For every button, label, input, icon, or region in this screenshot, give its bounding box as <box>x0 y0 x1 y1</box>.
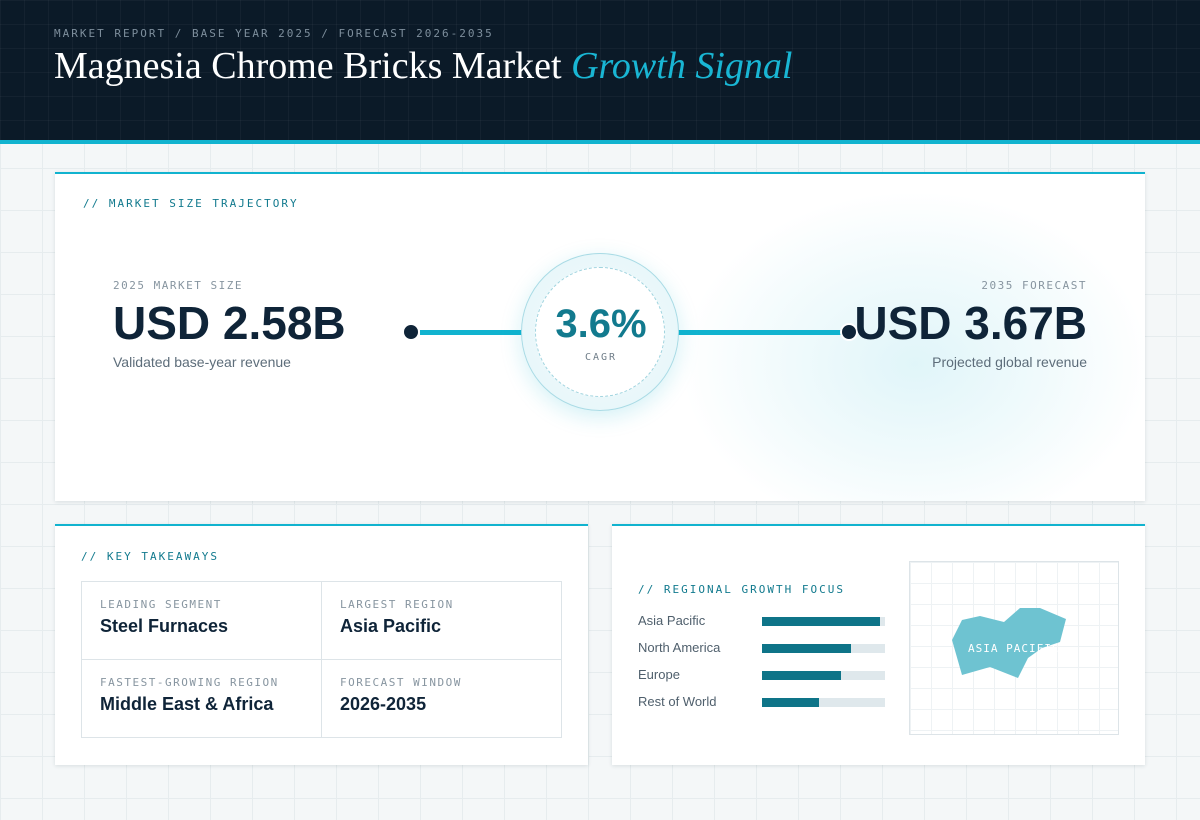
end-dot <box>840 323 858 341</box>
region-bar-track <box>762 617 885 626</box>
takeaway-leading-segment: LEADING SEGMENT Steel Furnaces <box>82 582 322 660</box>
region-bar-track <box>762 644 885 653</box>
end-value: USD 3.67B <box>854 297 1087 349</box>
map-region-label: ASIA PACIFIC <box>968 642 1060 655</box>
start-dot <box>402 323 420 341</box>
regional-label: // REGIONAL GROWTH FOCUS <box>638 583 845 596</box>
start-caption: 2025 MARKET SIZE <box>113 279 243 292</box>
market-size-card: // MARKET SIZE TRAJECTORY 2025 MARKET SI… <box>55 172 1145 501</box>
region-name: North America <box>638 640 721 655</box>
region-map: ASIA PACIFIC <box>909 561 1119 735</box>
report-eyebrow: MARKET REPORT / BASE YEAR 2025 / FORECAS… <box>54 27 494 40</box>
region-name: Rest of World <box>638 694 717 709</box>
end-caption: 2035 FORECAST <box>981 279 1087 292</box>
region-bar-fill <box>762 617 881 626</box>
region-bar-row: Rest of World <box>638 694 888 710</box>
region-bar-fill <box>762 698 819 707</box>
region-bar-row: North America <box>638 640 888 656</box>
title-main: Magnesia Chrome Bricks Market <box>54 45 562 87</box>
start-subtitle: Validated base-year revenue <box>113 354 291 370</box>
report-header: MARKET REPORT / BASE YEAR 2025 / FORECAS… <box>0 0 1200 144</box>
asia-pacific-region-shape <box>952 608 1066 678</box>
start-value: USD 2.58B <box>113 297 346 349</box>
page-title: Magnesia Chrome Bricks Market Growth Sig… <box>54 44 792 88</box>
cagr-caption: CAGR <box>584 352 618 363</box>
takeaway-caption: LEADING SEGMENT <box>100 598 222 611</box>
takeaway-largest-region: LARGEST REGION Asia Pacific <box>322 582 562 660</box>
takeaway-caption: FORECAST WINDOW <box>340 676 462 689</box>
takeaway-fastest-growing-region: FASTEST-GROWING REGION Middle East & Afr… <box>82 660 322 738</box>
region-name: Asia Pacific <box>638 613 706 628</box>
takeaway-value: Steel Furnaces <box>100 616 229 636</box>
title-accent: Growth Signal <box>571 45 793 87</box>
region-bar-row: Asia Pacific <box>638 613 888 629</box>
cagr-value: 3.6% <box>555 302 647 346</box>
takeaways-grid: LEADING SEGMENT Steel Furnaces LARGEST R… <box>81 581 562 738</box>
cagr-inner-ring: 3.6% CAGR <box>535 267 665 397</box>
region-bar-track <box>762 671 885 680</box>
takeaway-caption: LARGEST REGION <box>340 598 454 611</box>
takeaway-value: Middle East & Africa <box>100 694 274 714</box>
region-bar-fill <box>762 671 841 680</box>
region-bar-fill <box>762 644 851 653</box>
region-name: Europe <box>638 667 680 682</box>
cagr-badge: 3.6% CAGR <box>521 253 679 411</box>
background-glow <box>685 194 1145 501</box>
takeaway-caption: FASTEST-GROWING REGION <box>100 676 279 689</box>
regional-growth-card: // REGIONAL GROWTH FOCUS Asia Pacific No… <box>612 524 1145 765</box>
takeaway-value: Asia Pacific <box>340 616 442 636</box>
end-subtitle: Projected global revenue <box>932 354 1087 370</box>
takeaways-label: // KEY TAKEAWAYS <box>81 550 219 563</box>
key-takeaways-card: // KEY TAKEAWAYS LEADING SEGMENT Steel F… <box>55 524 588 765</box>
takeaway-forecast-window: FORECAST WINDOW 2026-2035 <box>322 660 562 738</box>
region-bar-row: Europe <box>638 667 888 683</box>
trajectory-label: // MARKET SIZE TRAJECTORY <box>83 197 299 210</box>
trajectory-line-left <box>420 330 523 335</box>
asia-pacific-map-shape <box>952 608 1066 678</box>
grid-divider <box>82 659 561 660</box>
trajectory-line-right <box>677 330 845 335</box>
takeaway-value: 2026-2035 <box>340 694 427 714</box>
region-bar-track <box>762 698 885 707</box>
